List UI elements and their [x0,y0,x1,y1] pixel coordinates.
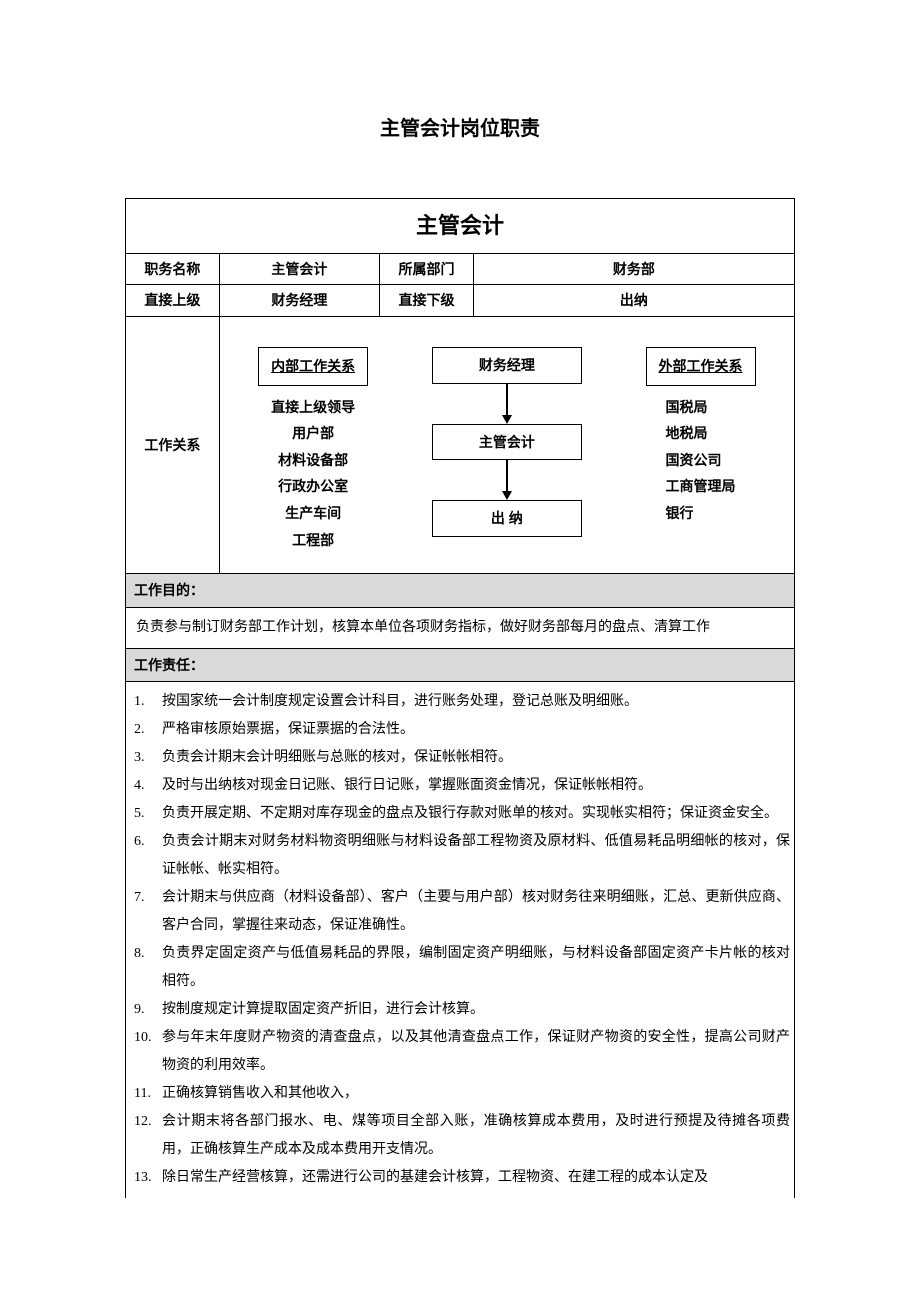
info-row-1: 职务名称 主管会计 所属部门 财务部 [126,253,795,285]
list-item: 地税局 [666,420,736,447]
responsibilities-header: 工作责任： [126,648,795,682]
responsibility-item: 会计期末与供应商（材料设备部）、客户（主要与用户部）核对财务往来明细账，汇总、更… [130,884,790,940]
internal-relations-col: 内部工作关系 直接上级领导 用户部 材料设备部 行政办公室 生产车间 工程部 [230,347,397,553]
label-subordinate: 直接下级 [380,285,474,317]
hierarchy-col: 财务经理 主管会计 出 纳 [407,347,607,553]
label-superior: 直接上级 [126,285,220,317]
list-item: 银行 [666,500,736,527]
purpose-header: 工作目的： [126,574,795,608]
responsibilities-list: 按国家统一会计制度规定设置会计科目，进行账务处理，登记总账及明细账。严格审核原始… [130,688,790,1192]
responsibility-item: 除日常生产经营核算，还需进行公司的基建会计核算，工程物资、在建工程的成本认定及 [130,1164,790,1192]
responsibility-item: 按国家统一会计制度规定设置会计科目，进行账务处理，登记总账及明细账。 [130,688,790,716]
internal-title-box: 内部工作关系 [258,347,368,386]
responsibilities-body: 按国家统一会计制度规定设置会计科目，进行账务处理，登记总账及明细账。严格审核原始… [126,682,795,1199]
arrow-down-icon [502,460,512,500]
responsibility-item: 负责会计期末会计明细账与总账的核对，保证帐帐相符。 [130,744,790,772]
external-list: 国税局 地税局 国资公司 工商管理局 银行 [666,394,736,527]
internal-list: 直接上级领导 用户部 材料设备部 行政办公室 生产车间 工程部 [271,394,355,554]
value-superior: 财务经理 [219,285,380,317]
purpose-text: 负责参与制订财务部工作计划，核算本单位各项财务指标，做好财务部每月的盘点、清算工… [126,607,795,648]
hierarchy-mid-box: 主管会计 [432,424,582,461]
hierarchy-top-box: 财务经理 [432,347,582,384]
responsibility-item: 会计期末将各部门报水、电、煤等项目全部入账，准确核算成本费用，及时进行预提及待摊… [130,1108,790,1164]
value-subordinate: 出纳 [473,285,794,317]
responsibility-item: 严格审核原始票据，保证票据的合法性。 [130,716,790,744]
responsibility-item: 及时与出纳核对现金日记账、银行日记账，掌握账面资金情况，保证帐帐相符。 [130,772,790,800]
relations-content: 内部工作关系 直接上级领导 用户部 材料设备部 行政办公室 生产车间 工程部 财… [219,316,794,573]
relations-label: 工作关系 [126,316,220,573]
responsibility-item: 负责界定固定资产与低值易耗品的界限，编制固定资产明细账，与材料设备部固定资产卡片… [130,940,790,996]
external-relations-col: 外部工作关系 国税局 地税局 国资公司 工商管理局 银行 [617,347,784,553]
external-title-box: 外部工作关系 [646,347,756,386]
responsibility-item: 负责开展定期、不定期对库存现金的盘点及银行存款对账单的核对。实现帐实相符；保证资… [130,800,790,828]
hierarchy-bot-box: 出 纳 [432,500,582,537]
list-item: 行政办公室 [271,473,355,500]
page-title: 主管会计岗位职责 [125,110,795,148]
responsibility-item: 按制度规定计算提取固定资产折旧，进行会计核算。 [130,996,790,1024]
list-item: 工程部 [271,527,355,554]
job-spec-table: 主管会计 职务名称 主管会计 所属部门 财务部 直接上级 财务经理 直接下级 出… [125,198,795,1198]
responsibility-item: 负责会计期末对财务材料物资明细账与材料设备部工程物资及原材料、低值易耗品明细帐的… [130,828,790,884]
list-item: 国税局 [666,394,736,421]
responsibility-item: 正确核算销售收入和其他收入， [130,1080,790,1108]
list-item: 直接上级领导 [271,394,355,421]
list-item: 国资公司 [666,447,736,474]
main-header: 主管会计 [126,199,795,254]
list-item: 材料设备部 [271,447,355,474]
list-item: 生产车间 [271,500,355,527]
list-item: 用户部 [271,420,355,447]
arrow-down-icon [502,384,512,424]
label-position-title: 职务名称 [126,253,220,285]
info-row-2: 直接上级 财务经理 直接下级 出纳 [126,285,795,317]
value-position-title: 主管会计 [219,253,380,285]
value-department: 财务部 [473,253,794,285]
list-item: 工商管理局 [666,473,736,500]
relations-row: 工作关系 内部工作关系 直接上级领导 用户部 材料设备部 行政办公室 生产车间 … [126,316,795,573]
responsibility-item: 参与年末年度财产物资的清查盘点，以及其他清查盘点工作，保证财产物资的安全性，提高… [130,1024,790,1080]
label-department: 所属部门 [380,253,474,285]
